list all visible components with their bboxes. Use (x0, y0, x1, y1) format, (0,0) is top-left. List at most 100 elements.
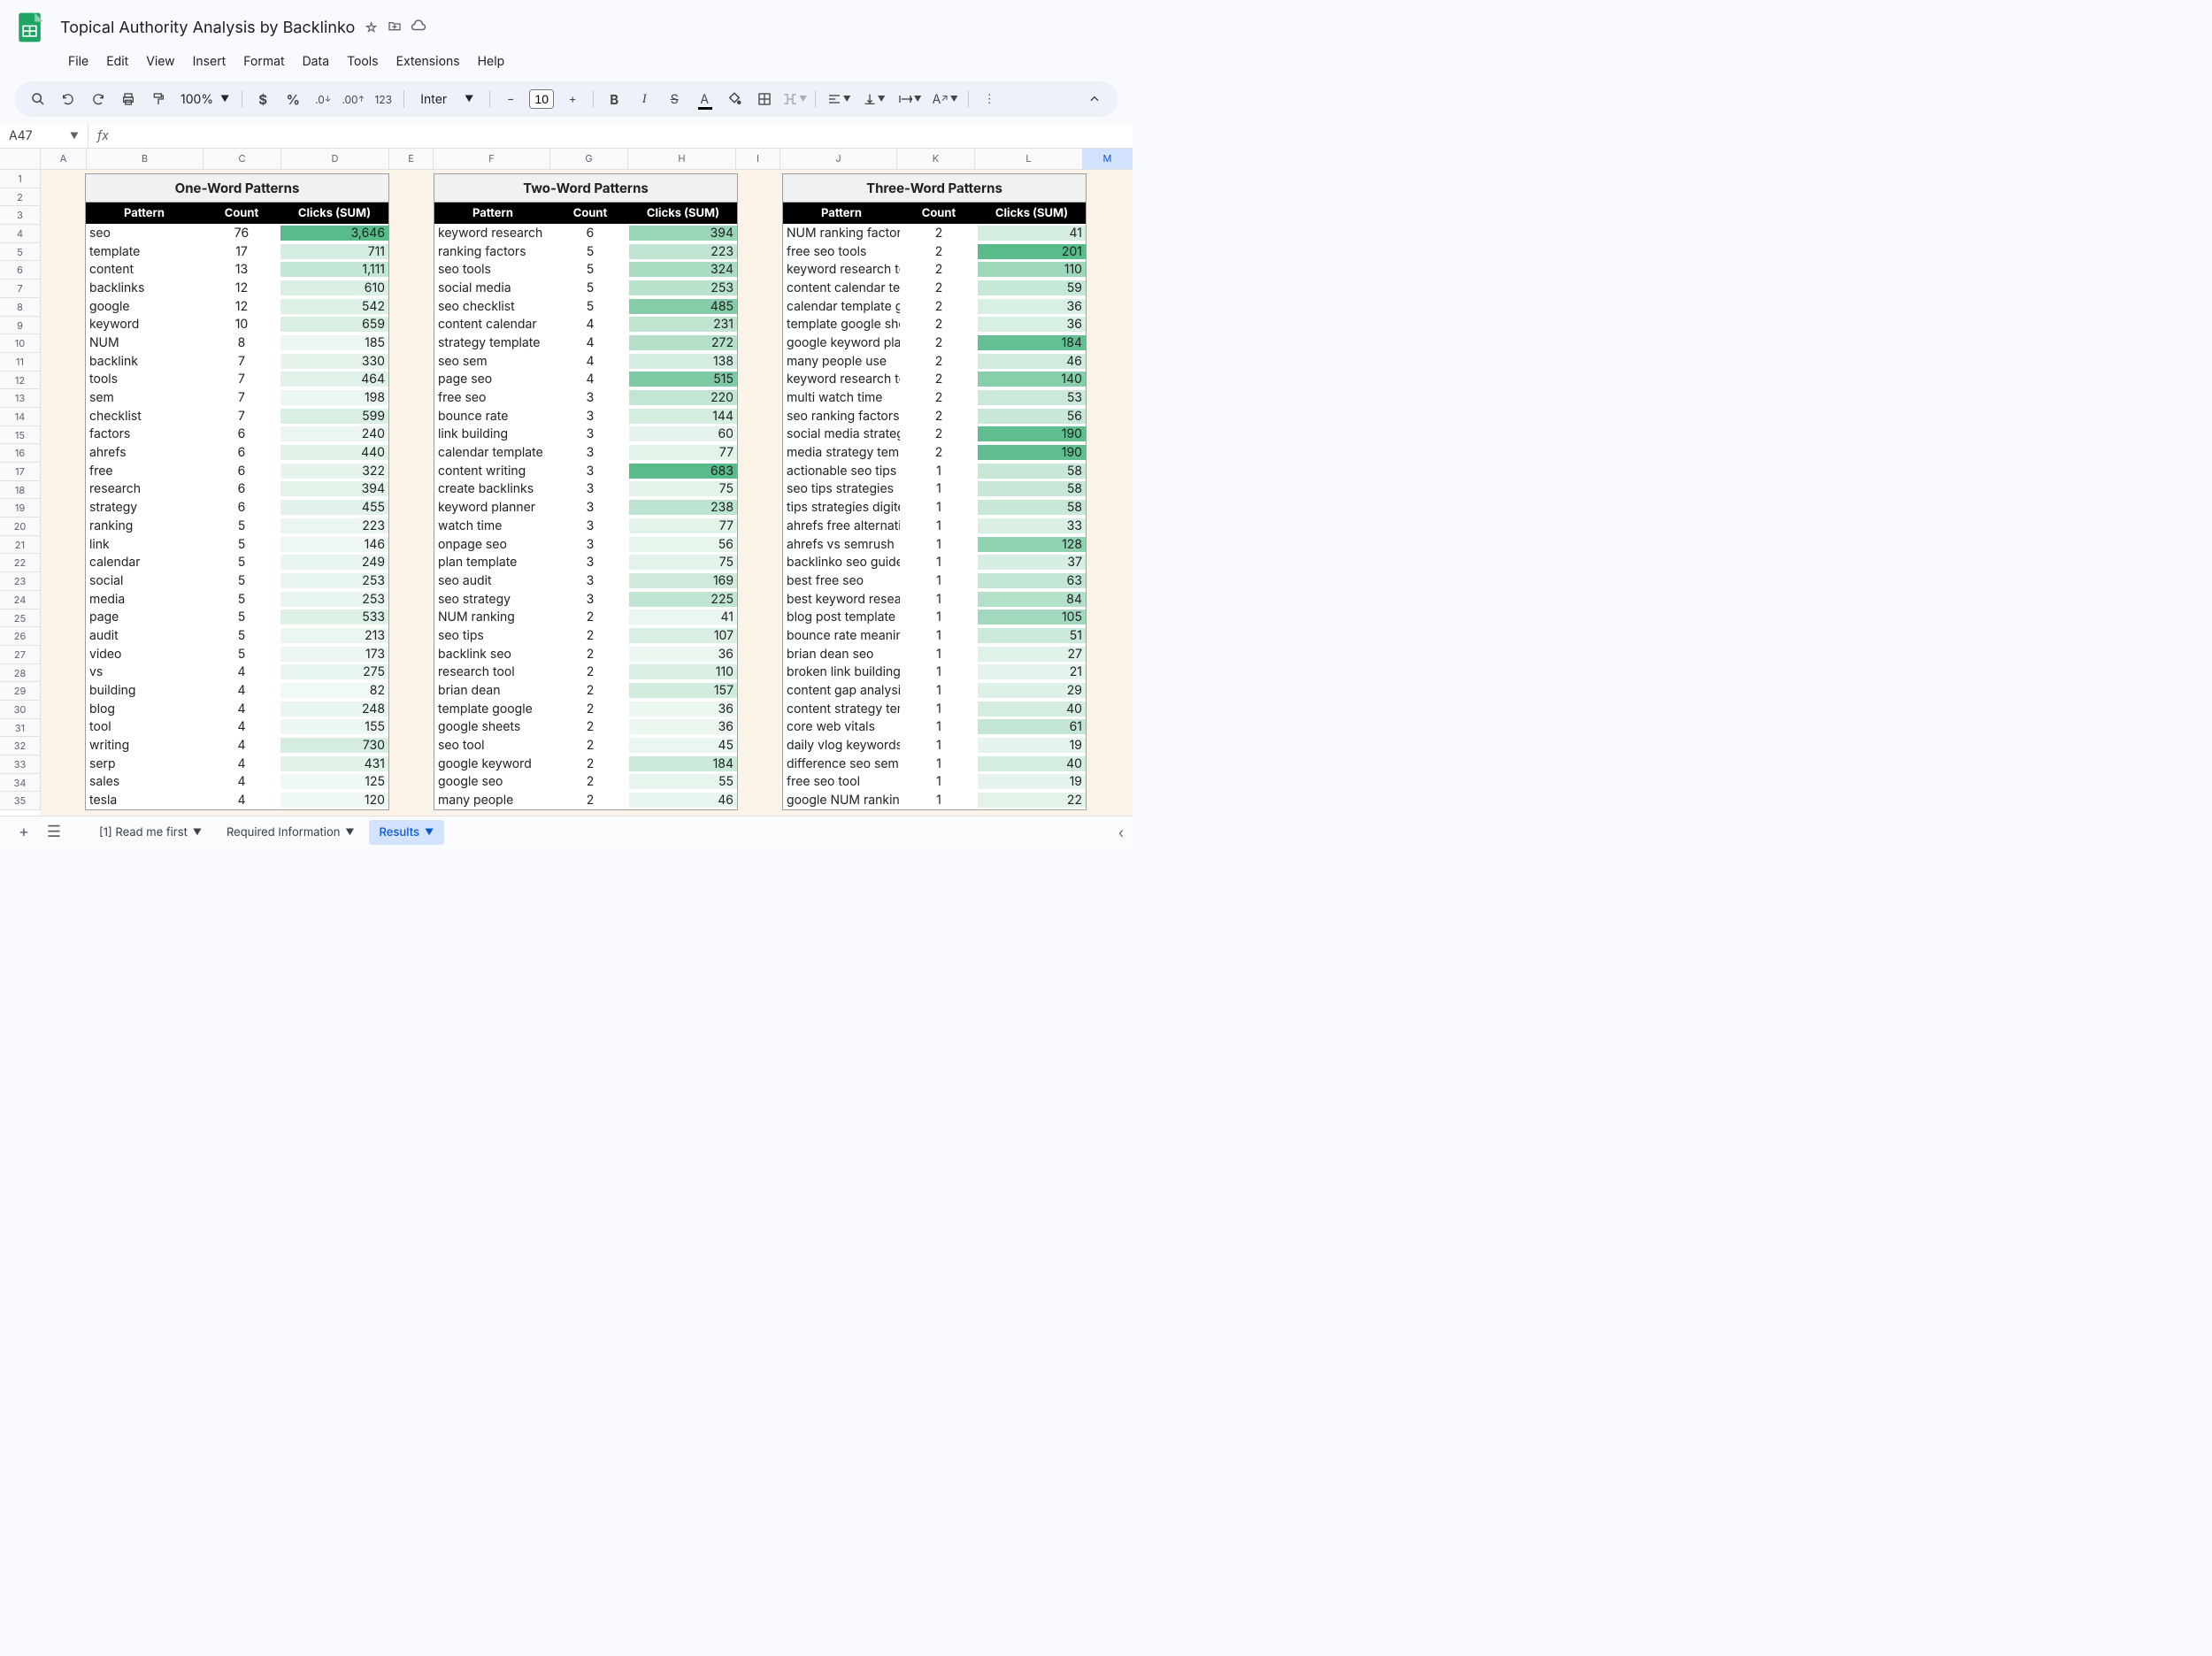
valign-icon[interactable]: ▼ (858, 87, 890, 111)
table-row[interactable]: best keyword researc184 (783, 590, 1086, 609)
table-row[interactable]: onpage seo356 (434, 535, 737, 554)
row-header-30[interactable]: 30 (0, 701, 41, 719)
table-row[interactable]: link building360 (434, 426, 737, 444)
table-row[interactable]: tool4155 (86, 718, 388, 737)
col-header-F[interactable]: F (434, 149, 550, 169)
table-row[interactable]: keyword research6394 (434, 224, 737, 242)
table-row[interactable]: calendar5249 (86, 553, 388, 571)
table-row[interactable]: seo tips2107 (434, 626, 737, 645)
table-row[interactable]: blog post template1105 (783, 608, 1086, 626)
table-row[interactable]: ahrefs vs semrush1128 (783, 535, 1086, 554)
collapse-toolbar-icon[interactable] (1081, 87, 1108, 111)
wrap-icon[interactable]: ▼ (894, 87, 926, 111)
row-header-17[interactable]: 17 (0, 463, 41, 481)
row-header-15[interactable]: 15 (0, 426, 41, 445)
table-row[interactable]: vs4275 (86, 663, 388, 682)
font-select[interactable]: Inter▼ (411, 92, 482, 107)
table-row[interactable]: seo audit3169 (434, 571, 737, 590)
col-header-J[interactable]: J (780, 149, 897, 169)
table-row[interactable]: seo tools5324 (434, 260, 737, 279)
decrease-decimal-icon[interactable]: .0↓ (310, 87, 336, 111)
table-row[interactable]: template google236 (434, 700, 737, 718)
merge-icon[interactable]: ▼ (781, 87, 808, 111)
table-row[interactable]: watch time377 (434, 517, 737, 535)
sheet-tab-required-information[interactable]: Required Information ▼ (216, 820, 365, 845)
table-row[interactable]: seo strategy3225 (434, 590, 737, 609)
col-header-E[interactable]: E (389, 149, 434, 169)
row-header-23[interactable]: 23 (0, 572, 41, 591)
table-row[interactable]: many people246 (434, 791, 737, 809)
print-icon[interactable] (115, 87, 142, 111)
table-row[interactable]: research tool2110 (434, 663, 737, 682)
row-header-26[interactable]: 26 (0, 627, 41, 646)
table-row[interactable]: keyword10659 (86, 315, 388, 334)
table-row[interactable]: free seo tool119 (783, 773, 1086, 792)
table-row[interactable]: link5146 (86, 535, 388, 554)
row-header-28[interactable]: 28 (0, 664, 41, 683)
zoom-select[interactable]: 100% ▼ (175, 92, 234, 107)
table-row[interactable]: create backlinks375 (434, 480, 737, 499)
row-header-8[interactable]: 8 (0, 298, 41, 317)
table-row[interactable]: seo763,646 (86, 224, 388, 242)
table-row[interactable]: social5253 (86, 571, 388, 590)
col-header-H[interactable]: H (628, 149, 736, 169)
col-header-I[interactable]: I (736, 149, 780, 169)
table-row[interactable]: building482 (86, 681, 388, 700)
table-row[interactable]: calendar template377 (434, 443, 737, 462)
table-row[interactable]: backlinks12610 (86, 279, 388, 297)
table-row[interactable]: seo ranking factors256 (783, 407, 1086, 426)
redo-icon[interactable] (85, 87, 111, 111)
row-header-1[interactable]: 1 (0, 170, 41, 188)
table-row[interactable]: content calendar tem259 (783, 279, 1086, 297)
sheets-logo[interactable] (14, 10, 50, 45)
table-row[interactable]: template google shee236 (783, 315, 1086, 334)
undo-icon[interactable] (55, 87, 81, 111)
font-size-input[interactable] (529, 89, 554, 109)
table-row[interactable]: plan template375 (434, 553, 737, 571)
cell-reference[interactable]: A47▼ (0, 124, 88, 148)
table-row[interactable]: google keyword2184 (434, 755, 737, 773)
row-header-31[interactable]: 31 (0, 719, 41, 738)
menu-file[interactable]: File (60, 50, 96, 73)
row-header-34[interactable]: 34 (0, 774, 41, 793)
menu-insert[interactable]: Insert (185, 50, 234, 73)
menu-help[interactable]: Help (470, 50, 513, 73)
row-header-4[interactable]: 4 (0, 225, 41, 243)
col-header-K[interactable]: K (897, 149, 975, 169)
table-row[interactable]: brian dean2157 (434, 681, 737, 700)
row-header-7[interactable]: 7 (0, 280, 41, 298)
borders-icon[interactable] (751, 87, 778, 111)
table-row[interactable]: keyword research to2110 (783, 260, 1086, 279)
table-row[interactable]: writing4730 (86, 736, 388, 755)
table-row[interactable]: core web vitals161 (783, 718, 1086, 737)
row-header-16[interactable]: 16 (0, 444, 41, 463)
table-row[interactable]: ranking factors5223 (434, 242, 737, 261)
table-row[interactable]: google NUM ranking122 (783, 791, 1086, 809)
menu-view[interactable]: View (138, 50, 182, 73)
table-row[interactable]: content131,111 (86, 260, 388, 279)
table-row[interactable]: keyword planner3238 (434, 498, 737, 517)
row-header-12[interactable]: 12 (0, 372, 41, 390)
table-row[interactable]: google seo255 (434, 773, 737, 792)
table-row[interactable]: best free seo163 (783, 571, 1086, 590)
table-row[interactable]: page5533 (86, 608, 388, 626)
table-row[interactable]: blog4248 (86, 700, 388, 718)
table-row[interactable]: content writing3683 (434, 462, 737, 480)
col-header-D[interactable]: D (281, 149, 389, 169)
menu-tools[interactable]: Tools (339, 50, 387, 73)
table-row[interactable]: video5173 (86, 645, 388, 663)
row-header-35[interactable]: 35 (0, 792, 41, 810)
col-header-A[interactable]: A (41, 149, 87, 169)
doc-title[interactable]: Topical Authority Analysis by Backlinko (60, 19, 355, 37)
table-row[interactable]: media5253 (86, 590, 388, 609)
table-row[interactable]: free seo tools2201 (783, 242, 1086, 261)
currency-icon[interactable]: $ (250, 87, 276, 111)
strikethrough-icon[interactable]: S (661, 87, 687, 111)
sheet-tab--1-read-me-first[interactable]: [1] Read me first ▼ (88, 820, 212, 845)
table-row[interactable]: bounce rate meaning151 (783, 626, 1086, 645)
table-row[interactable]: backlink7330 (86, 352, 388, 371)
halign-icon[interactable]: ▼ (823, 87, 855, 111)
col-header-M[interactable]: M (1083, 149, 1133, 169)
table-row[interactable]: google keyword plan2184 (783, 334, 1086, 352)
menu-edit[interactable]: Edit (98, 50, 136, 73)
